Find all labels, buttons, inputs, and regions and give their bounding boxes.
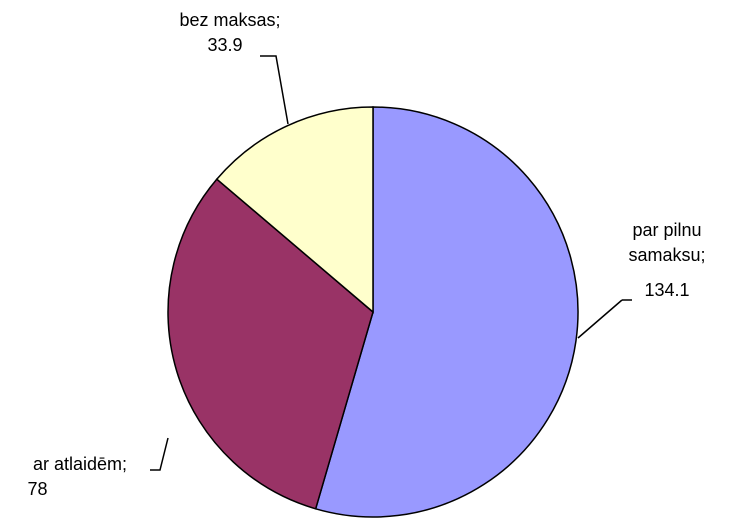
category-label: par pilnu samaksu; — [628, 220, 706, 265]
pie-slice — [215, 106, 374, 314]
category-label: bez maksas; — [179, 10, 281, 30]
value-label: 78 — [27, 479, 48, 499]
leader-line — [260, 55, 289, 125]
category-label: ar atlaidēm; — [32, 454, 128, 474]
slice-label: bez maksas; 33.9 — [150, 8, 310, 58]
pie-slice — [314, 106, 579, 518]
pie-slice — [167, 178, 374, 510]
slice-label: par pilnu samaksu; 134.1 — [612, 218, 722, 303]
slice-label: ar atlaidēm; 78 — [0, 452, 160, 502]
value-label: 134.1 — [644, 280, 690, 300]
value-label: 33.9 — [207, 35, 243, 55]
leader-line — [577, 299, 623, 339]
leader-line — [150, 437, 169, 471]
